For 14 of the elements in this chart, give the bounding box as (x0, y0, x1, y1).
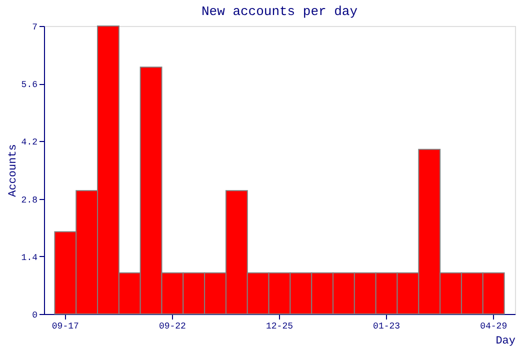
x-axis-title: Day (496, 336, 516, 348)
y-tick-label: 7 (32, 22, 38, 32)
y-tick-label: 1.4 (21, 252, 38, 263)
y-tick-label: 4.2 (21, 138, 38, 148)
x-tick-label: 09-22 (158, 322, 186, 332)
x-tick-label: 09-17 (52, 322, 79, 332)
y-tick-label: 5.6 (21, 80, 38, 90)
y-tick-label: 2.8 (21, 195, 38, 206)
x-tick-label: 12-25 (266, 322, 294, 332)
y-axis-title: Accounts (7, 144, 20, 197)
chart-title: New accounts per day (201, 4, 358, 19)
y-tick-label: 0 (32, 310, 38, 320)
x-tick-label: 04-29 (480, 322, 508, 332)
x-tick-label: 01-23 (373, 322, 400, 332)
